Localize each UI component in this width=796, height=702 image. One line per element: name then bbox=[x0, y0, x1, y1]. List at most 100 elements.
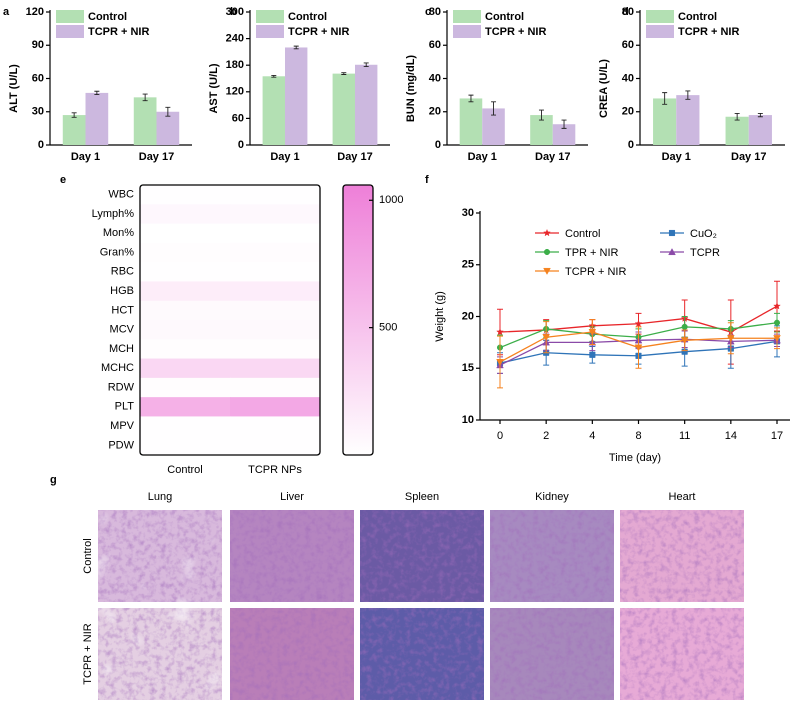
x-tick-label: 11 bbox=[679, 430, 690, 442]
column-title: Kidney bbox=[535, 491, 569, 503]
error-bar bbox=[491, 101, 497, 116]
error-bar bbox=[734, 112, 740, 121]
heat-cell bbox=[230, 358, 321, 379]
y-axis-title: AST (U/L) bbox=[208, 63, 220, 113]
y-tick-label: 30 bbox=[32, 106, 44, 118]
heatmap-frame bbox=[139, 184, 321, 456]
row-label: HGB bbox=[110, 285, 134, 297]
y-tick-label: 0 bbox=[38, 139, 44, 151]
column-title: Liver bbox=[280, 491, 304, 503]
error-bar bbox=[468, 94, 474, 103]
x-tick-label: 4 bbox=[589, 430, 595, 442]
row-label: Lymph% bbox=[92, 208, 135, 220]
y-tick-label: 25 bbox=[462, 259, 474, 271]
legend-label: TCPR + NIR bbox=[88, 26, 149, 38]
legend-label: TCPR + NIR bbox=[288, 26, 349, 38]
y-tick-label: 300 bbox=[226, 6, 244, 18]
histology-image bbox=[98, 510, 222, 602]
error-bar bbox=[94, 90, 100, 96]
heat-cell bbox=[140, 435, 231, 456]
heat-cell bbox=[140, 281, 231, 302]
row-label: MPV bbox=[110, 420, 135, 432]
x-axis-title: Time (day) bbox=[609, 452, 661, 464]
heat-cell bbox=[230, 397, 321, 417]
heat-cell bbox=[230, 281, 321, 302]
x-tick-label: Day 1 bbox=[71, 151, 100, 163]
bar bbox=[725, 116, 749, 145]
y-tick-label: 60 bbox=[622, 39, 634, 51]
tissue-texture bbox=[620, 510, 744, 602]
heat-cell bbox=[140, 377, 231, 398]
bar bbox=[552, 124, 576, 145]
heat-cell bbox=[140, 300, 231, 321]
error-bar bbox=[685, 90, 691, 100]
heat-cell bbox=[140, 223, 231, 244]
heat-cell bbox=[230, 242, 321, 263]
y-tick-label: 60 bbox=[429, 39, 441, 51]
y-tick-label: 0 bbox=[238, 139, 244, 151]
bar bbox=[133, 97, 157, 145]
legend-label: TCPR + NIR bbox=[565, 266, 626, 278]
column-title: Spleen bbox=[405, 491, 439, 503]
heat-cell bbox=[230, 262, 321, 282]
marker bbox=[496, 327, 504, 336]
heat-cell bbox=[140, 397, 231, 417]
bar bbox=[676, 95, 700, 145]
bar bbox=[482, 108, 505, 145]
histology-image bbox=[360, 608, 484, 700]
heat-cell bbox=[230, 185, 321, 205]
legend-label: TCPR + NIR bbox=[485, 26, 546, 38]
y-tick-label: 60 bbox=[232, 112, 244, 124]
error-bar bbox=[757, 112, 763, 118]
y-tick-label: 0 bbox=[435, 139, 441, 151]
marker bbox=[634, 319, 643, 328]
legend-swatch bbox=[56, 10, 84, 23]
heat-cell bbox=[230, 435, 321, 456]
y-tick-label: 30 bbox=[462, 207, 474, 219]
legend-swatch bbox=[646, 10, 674, 23]
row-label: MCHC bbox=[101, 362, 134, 374]
x-tick-label: Day 17 bbox=[139, 151, 174, 163]
bar bbox=[355, 64, 378, 145]
legend-label: Control bbox=[288, 11, 327, 23]
bar bbox=[748, 115, 772, 145]
marker bbox=[680, 337, 689, 345]
y-tick-label: 120 bbox=[226, 86, 244, 98]
marker bbox=[542, 334, 550, 342]
y-axis-title: Weight (g) bbox=[434, 291, 446, 342]
column-title: Heart bbox=[669, 491, 696, 503]
x-tick-label: 8 bbox=[635, 430, 641, 442]
heat-cell bbox=[140, 262, 231, 282]
row-label: Gran% bbox=[100, 246, 134, 258]
error-bar bbox=[341, 72, 347, 75]
marker bbox=[668, 229, 676, 237]
heat-cell bbox=[230, 300, 321, 321]
row-label: PLT bbox=[115, 401, 135, 413]
x-tick-label: 14 bbox=[725, 430, 737, 442]
legend-swatch bbox=[256, 25, 284, 38]
heat-cell bbox=[230, 320, 321, 340]
heat-cell bbox=[230, 416, 321, 437]
x-tick-label: 0 bbox=[497, 430, 503, 442]
tissue-spaces bbox=[98, 608, 222, 700]
marker bbox=[543, 228, 551, 237]
y-tick-label: 180 bbox=[226, 59, 244, 71]
y-axis-title: BUN (mg/dL) bbox=[405, 55, 417, 123]
row-label: RBC bbox=[111, 266, 134, 278]
y-tick-label: 20 bbox=[429, 106, 441, 118]
histology-image bbox=[620, 608, 744, 700]
y-tick-label: 240 bbox=[226, 33, 244, 45]
y-tick-label: 120 bbox=[26, 6, 44, 18]
error-bar bbox=[271, 74, 277, 78]
legend-label: Control bbox=[678, 11, 717, 23]
row-label: WBC bbox=[108, 189, 134, 201]
bar bbox=[653, 98, 677, 145]
legend-swatch bbox=[646, 25, 674, 38]
error-bar bbox=[662, 92, 668, 105]
error-bar bbox=[561, 119, 567, 129]
tissue-texture bbox=[360, 608, 484, 700]
histology-image bbox=[230, 608, 354, 700]
y-tick-label: 0 bbox=[628, 139, 634, 151]
tissue-texture bbox=[230, 608, 354, 700]
